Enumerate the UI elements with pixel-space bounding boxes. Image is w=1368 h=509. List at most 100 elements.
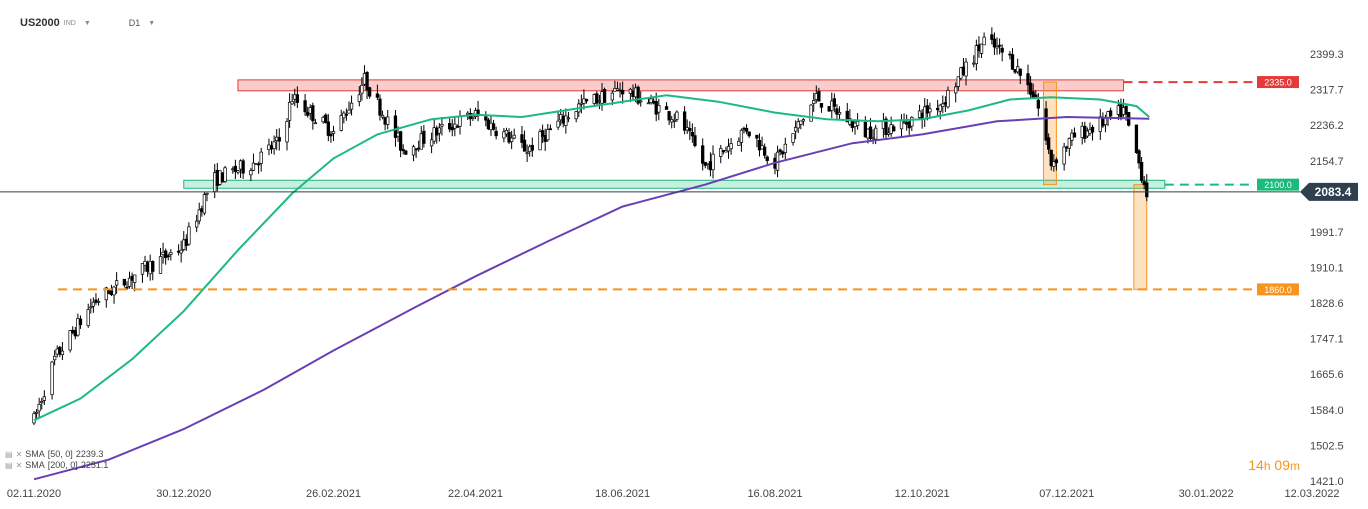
candle-body xyxy=(440,123,444,127)
candle-body xyxy=(763,146,767,156)
candle-body xyxy=(809,104,813,122)
candle-body xyxy=(158,256,163,274)
close-icon[interactable]: ✕ xyxy=(15,461,23,470)
candle-body xyxy=(1072,132,1077,138)
candle-body xyxy=(140,263,145,275)
instrument-symbol[interactable]: US2000 xyxy=(20,17,60,29)
candle-body xyxy=(561,115,565,124)
candle-body xyxy=(1062,146,1066,165)
candle-body xyxy=(556,120,560,128)
candle-body xyxy=(238,160,243,170)
candle-body xyxy=(187,226,191,245)
candle-body xyxy=(1031,91,1035,98)
x-tick-label: 18.06.2021 xyxy=(595,488,650,500)
candle-body xyxy=(1070,132,1074,141)
y-tick-label: 1584.0 xyxy=(1310,405,1344,417)
candle-body xyxy=(1142,181,1146,185)
candle-body xyxy=(1139,161,1144,181)
candle-body xyxy=(107,289,111,294)
candle-body xyxy=(546,129,550,141)
candle-body xyxy=(884,118,888,136)
candle-body xyxy=(972,62,976,65)
candle-body xyxy=(760,145,764,150)
candle-body xyxy=(509,137,514,142)
candle-body xyxy=(1052,161,1056,167)
timeframe-dropdown-icon[interactable]: ▼ xyxy=(148,19,156,27)
candle-body xyxy=(868,126,873,139)
indicator-legend: ▤ ✕ SMA [50, 0] 2239.3 ▤ ✕ SMA [200, 0] … xyxy=(5,449,108,471)
candle-body xyxy=(997,44,1002,47)
candle-body xyxy=(799,120,803,125)
candle-body xyxy=(53,355,57,361)
candle-body xyxy=(701,145,705,164)
last-price-label: 2083.4 xyxy=(1315,185,1352,199)
candle-body xyxy=(783,143,787,153)
candle-body xyxy=(964,61,968,77)
candle-body xyxy=(664,106,669,110)
candle-body xyxy=(726,146,731,152)
candle-body xyxy=(1080,125,1084,138)
candle-body xyxy=(220,172,225,183)
candle-body xyxy=(202,194,207,214)
candle-body xyxy=(1145,182,1149,198)
candle-body xyxy=(742,127,746,130)
candle-body xyxy=(414,148,418,151)
candle-body xyxy=(574,111,578,120)
candle-body xyxy=(89,306,93,309)
candle-body xyxy=(200,208,204,212)
candle-body xyxy=(71,329,75,333)
candle-body xyxy=(1044,108,1048,141)
countdown-minutes: 09 xyxy=(1274,457,1290,473)
timeframe-selector[interactable]: D1 xyxy=(128,18,141,28)
candle-body xyxy=(151,261,155,272)
candle-body xyxy=(507,132,511,143)
candle-body xyxy=(1054,159,1059,164)
candle-body xyxy=(491,123,496,130)
x-tick-label: 26.02.2021 xyxy=(306,488,361,500)
y-tick-label: 2154.7 xyxy=(1310,156,1344,168)
candle-body xyxy=(437,127,441,134)
support-level-label: 2100.0 xyxy=(1264,180,1292,190)
candle-body xyxy=(58,346,62,355)
candle-body xyxy=(796,121,800,129)
candle-body xyxy=(308,107,312,114)
settings-icon[interactable]: ▤ xyxy=(5,450,13,459)
candle-body xyxy=(1026,73,1030,86)
candle-body xyxy=(819,102,824,108)
close-icon[interactable]: ✕ xyxy=(15,450,23,459)
legend-item-sma50[interactable]: ▤ ✕ SMA [50, 0] 2239.3 xyxy=(5,449,108,460)
candle-body xyxy=(133,274,137,283)
settings-icon[interactable]: ▤ xyxy=(5,461,13,470)
y-tick-label: 1747.1 xyxy=(1310,334,1344,346)
candle-body xyxy=(380,114,385,118)
candle-body xyxy=(362,73,367,85)
candle-body xyxy=(812,100,816,104)
legend-item-sma200[interactable]: ▤ ✕ SMA [200, 0] 2251.1 xyxy=(5,460,108,471)
candle-body xyxy=(504,130,509,135)
candle-body xyxy=(636,86,640,104)
candle-body xyxy=(675,111,679,120)
candle-body xyxy=(1067,138,1071,149)
candle-body xyxy=(398,131,403,151)
candle-body xyxy=(889,124,893,134)
candle-body xyxy=(1124,105,1128,115)
candle-body xyxy=(290,101,294,105)
candle-body xyxy=(837,112,842,115)
candle-body xyxy=(339,115,343,131)
candle-body xyxy=(112,286,116,296)
instrument-dropdown-icon[interactable]: ▼ xyxy=(83,19,91,27)
candle-body xyxy=(685,127,689,131)
candle-body xyxy=(269,145,274,150)
candle-body xyxy=(40,401,44,404)
candle-body xyxy=(528,146,532,152)
support-level-tag xyxy=(1257,178,1299,191)
candle-body xyxy=(272,141,276,149)
candle-body xyxy=(344,113,349,116)
candle-body xyxy=(169,252,173,255)
candle-body xyxy=(672,120,676,122)
candle-body xyxy=(592,94,596,104)
candle-body xyxy=(324,114,328,123)
candles xyxy=(32,27,1149,425)
